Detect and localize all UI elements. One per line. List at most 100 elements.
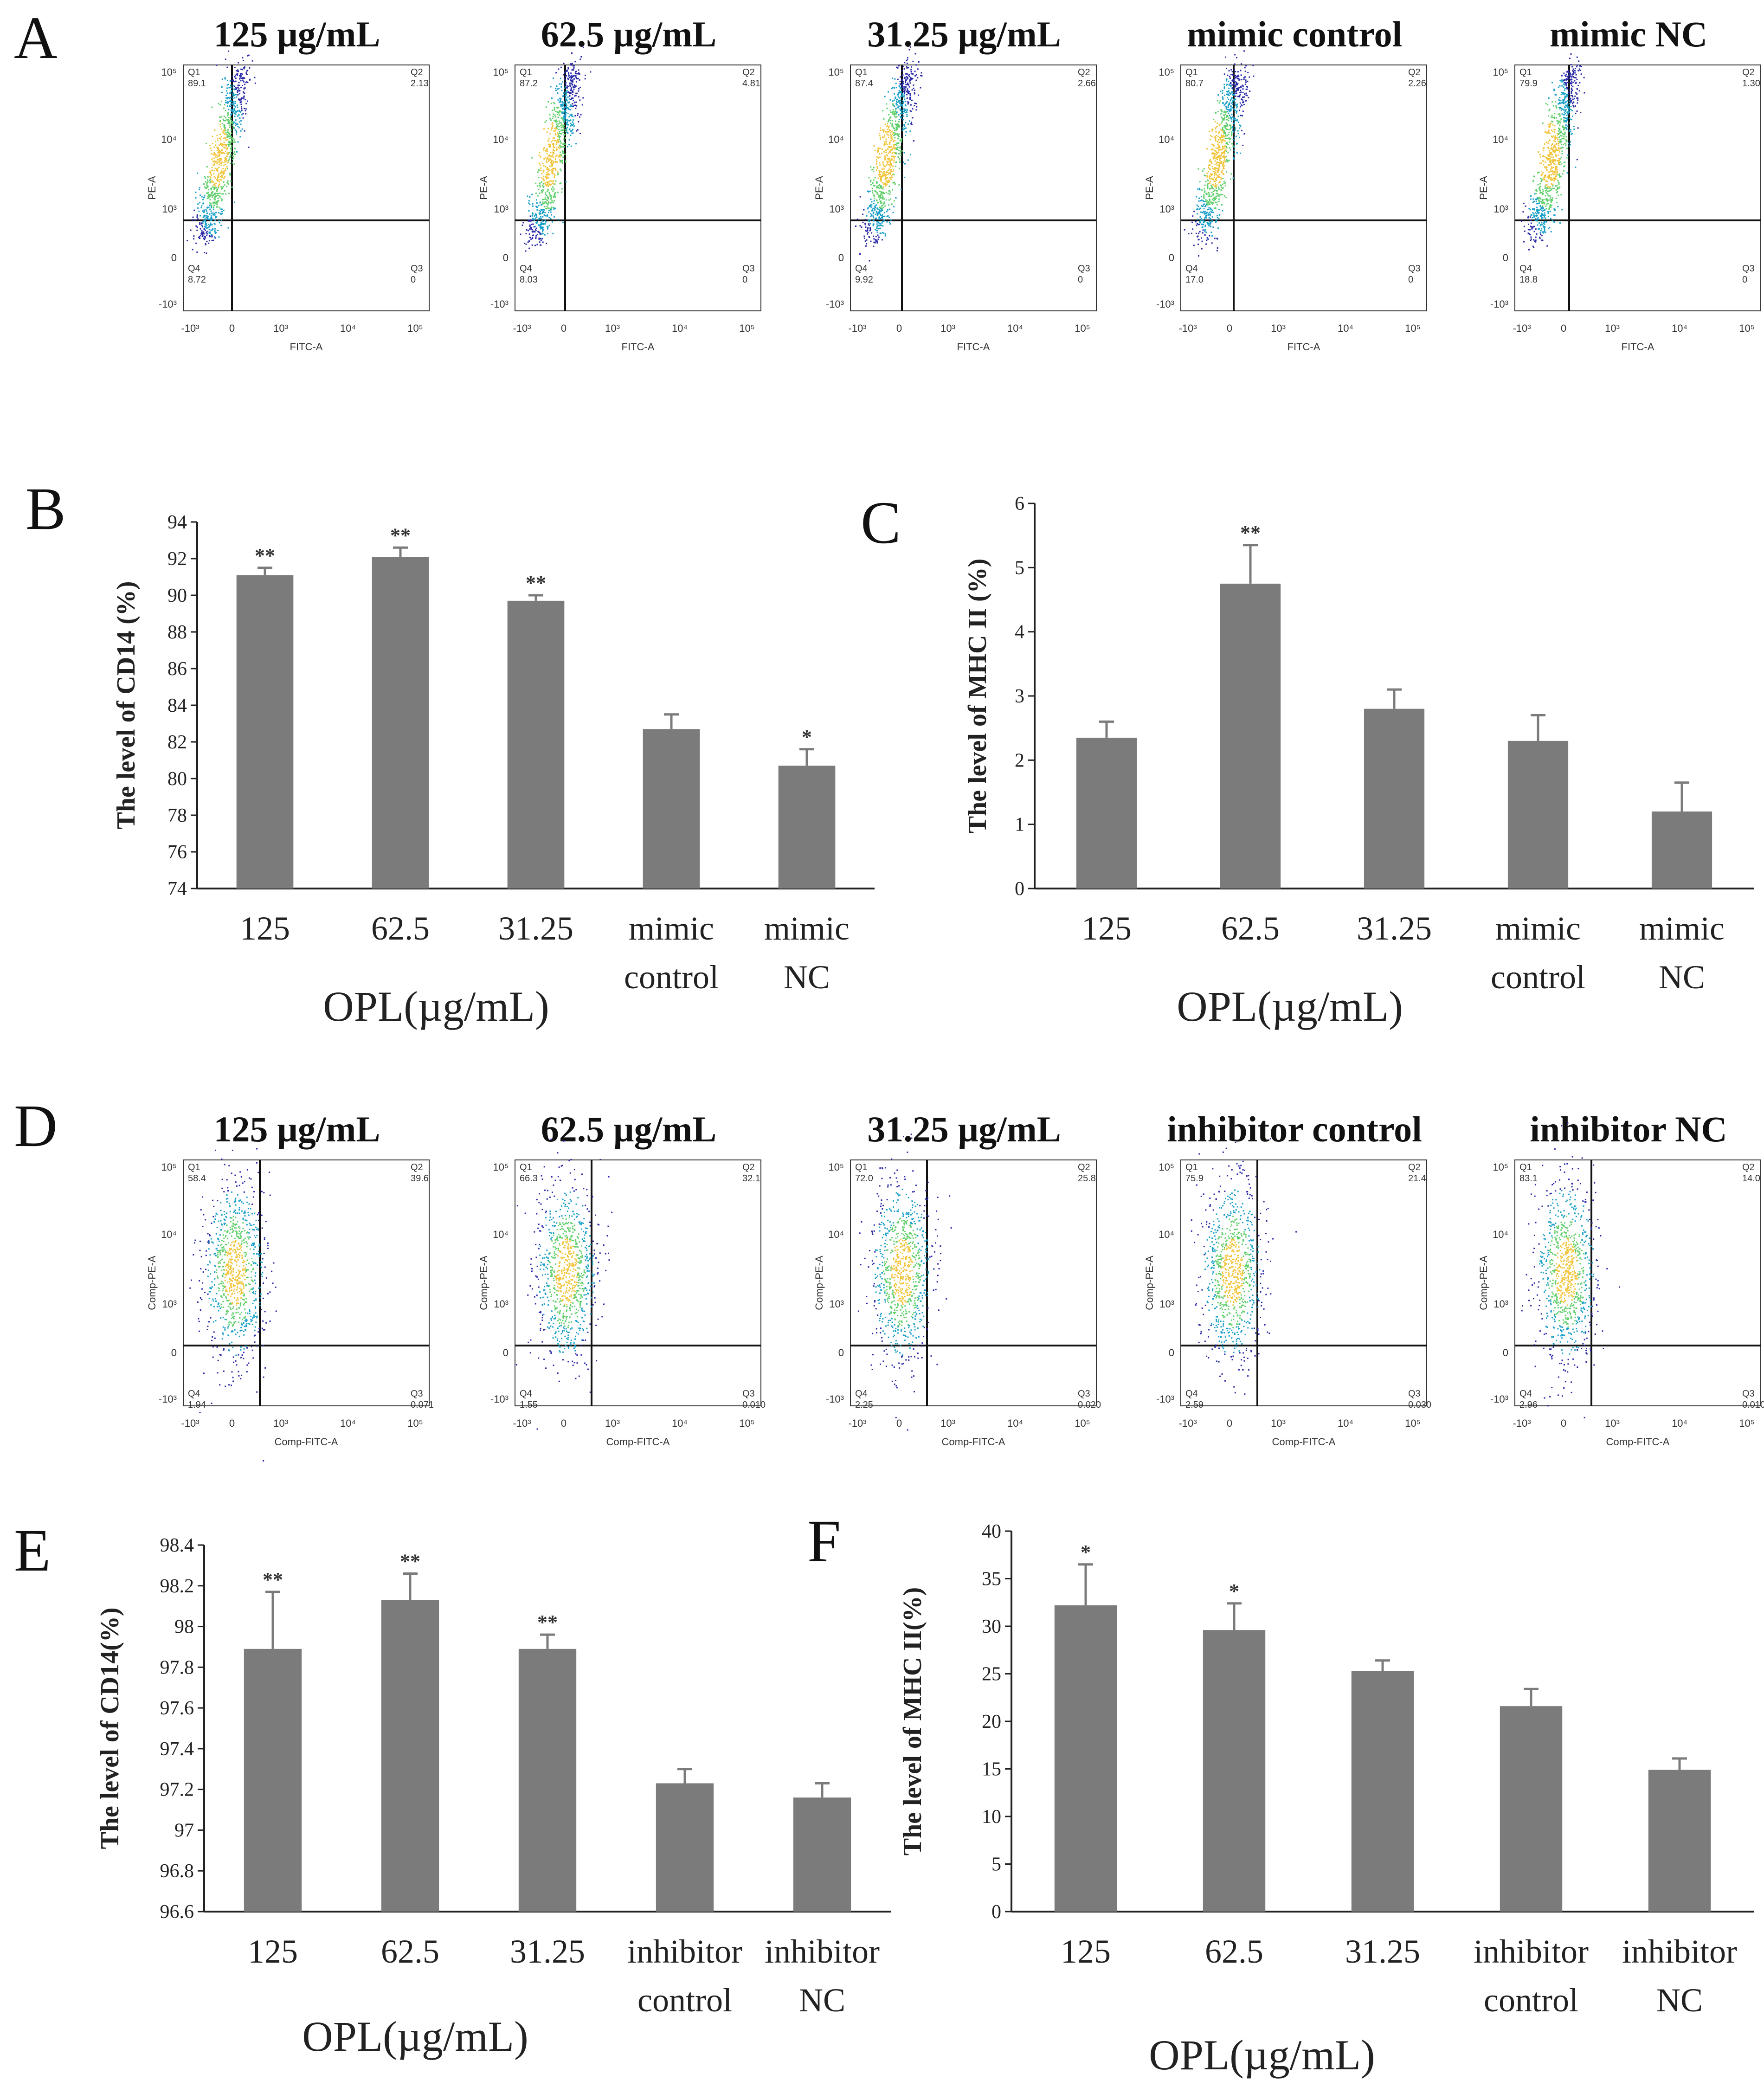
scatter-point xyxy=(1539,206,1541,207)
scatter-point xyxy=(1219,158,1221,160)
scatter-point xyxy=(896,99,898,101)
scatter-point xyxy=(1236,152,1238,154)
scatter-point xyxy=(576,130,578,132)
scatter-point xyxy=(1557,191,1558,193)
scatter-point xyxy=(209,179,211,180)
scatter-point xyxy=(223,1248,225,1250)
scatter-point xyxy=(881,222,883,224)
scatter-points xyxy=(1184,50,1255,257)
scatter-point xyxy=(1220,153,1222,155)
scatter-point xyxy=(555,157,557,159)
scatter-point xyxy=(224,120,225,122)
scatter-point xyxy=(1539,186,1541,187)
scatter-point xyxy=(1557,123,1559,125)
scatter-point xyxy=(541,226,542,228)
scatter-point xyxy=(217,201,218,203)
scatter-point xyxy=(1535,212,1537,214)
scatter-point xyxy=(895,126,897,128)
scatter-point xyxy=(1554,174,1555,175)
scatter-point xyxy=(200,228,201,230)
scatter-point xyxy=(236,133,237,135)
scatter-point xyxy=(874,177,876,179)
scatter-point xyxy=(575,73,577,75)
scatter-point xyxy=(1542,122,1544,124)
scatter-point xyxy=(220,225,222,226)
scatter-point xyxy=(1229,147,1230,149)
scatter-point xyxy=(556,121,558,122)
scatter-point xyxy=(1536,199,1538,200)
scatter-point xyxy=(532,213,534,215)
scatter-point xyxy=(1535,193,1537,194)
scatter-point xyxy=(547,171,549,172)
scatter-point xyxy=(874,229,876,231)
scatter-point xyxy=(1241,98,1243,100)
scatter-point xyxy=(1556,155,1558,156)
scatter-point xyxy=(560,77,561,79)
scatter-point xyxy=(238,82,240,84)
scatter-point xyxy=(906,60,908,62)
scatter-point xyxy=(893,161,895,163)
scatter-point xyxy=(204,238,206,240)
scatter-point xyxy=(1207,238,1209,240)
scatter-point xyxy=(1577,102,1578,104)
scatter-point xyxy=(872,210,874,212)
scatter-point xyxy=(893,144,895,146)
scatter-point xyxy=(1204,203,1205,205)
scatter-point xyxy=(247,1236,249,1238)
scatter-point xyxy=(261,1191,263,1192)
scatter-point xyxy=(891,203,893,205)
scatter-point xyxy=(1542,172,1544,174)
scatter-point xyxy=(238,71,239,72)
scatter-point xyxy=(883,151,885,153)
scatter-point xyxy=(1240,70,1242,71)
scatter-point xyxy=(891,176,893,178)
scatter-point xyxy=(573,75,575,77)
scatter-point xyxy=(892,174,894,175)
scatter-point xyxy=(228,102,229,103)
scatter-point xyxy=(211,158,213,160)
scatter-point xyxy=(1579,65,1581,67)
scatter-point xyxy=(575,108,577,109)
scatter-point xyxy=(863,235,865,237)
scatter-point xyxy=(1554,209,1556,211)
y-tick-label: 10³ xyxy=(1159,203,1174,215)
scatter-point xyxy=(1214,238,1216,239)
scatter-point xyxy=(876,192,878,193)
scatter-point xyxy=(892,87,894,89)
scatter-point xyxy=(1557,180,1559,181)
scatter-point xyxy=(558,129,560,130)
scatter-point xyxy=(1203,194,1205,196)
scatter-point xyxy=(563,124,565,126)
scatter-point xyxy=(1217,247,1218,249)
scatter-point xyxy=(895,123,896,125)
scatter-point xyxy=(1563,138,1565,140)
scatter-point xyxy=(1576,93,1578,95)
scatter-point xyxy=(230,1308,232,1310)
scatter-point xyxy=(1552,135,1554,137)
scatter-point xyxy=(217,170,219,172)
scatter-point xyxy=(908,120,910,122)
scatter-point xyxy=(1231,98,1232,100)
scatter-point xyxy=(555,72,557,74)
scatter-point xyxy=(1529,234,1531,236)
scatter-point xyxy=(1218,146,1220,148)
scatter-point xyxy=(213,184,215,186)
scatter-point xyxy=(881,217,882,219)
scatter-point xyxy=(218,103,219,104)
scatter-point xyxy=(563,103,565,104)
scatter-point xyxy=(218,152,220,154)
scatter-point xyxy=(877,187,879,188)
scatter-point xyxy=(1547,213,1549,214)
scatter-point xyxy=(1219,100,1221,102)
scatter-point xyxy=(235,124,237,126)
scatter-point xyxy=(1565,83,1567,84)
scatter-point xyxy=(1559,186,1561,188)
y-tick-label: 10⁴ xyxy=(493,134,509,145)
scatter-point xyxy=(900,87,901,89)
scatter-point xyxy=(1541,199,1543,200)
scatter-point xyxy=(245,1255,246,1257)
scatter-point xyxy=(569,82,571,84)
scatter-point xyxy=(1553,146,1555,148)
scatter-point xyxy=(1205,232,1207,233)
scatter-point xyxy=(1532,226,1534,228)
